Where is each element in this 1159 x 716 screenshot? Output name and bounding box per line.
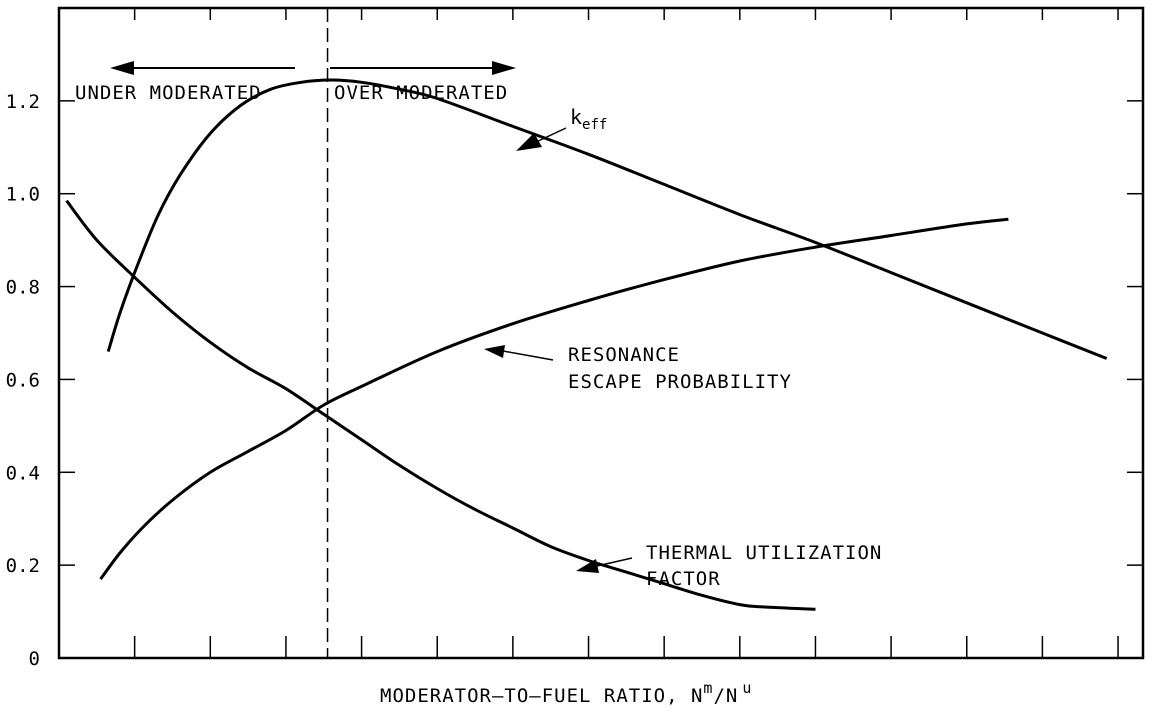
thermal-label-line1: THERMAL UTILIZATION <box>646 542 882 564</box>
y-tick-label: 0 <box>29 648 40 670</box>
resonance-escape-probability-curve <box>99 217 1009 580</box>
resonance-annotation: RESONANCE ESCAPE PROBABILITY <box>484 344 792 393</box>
over-moderated-arrowhead <box>492 61 516 75</box>
keff-label-sub: eff <box>582 117 607 133</box>
keff-curve <box>106 78 1108 360</box>
axis-ticks <box>59 8 1143 658</box>
thermal-pointer-arrowhead <box>576 559 599 573</box>
resonance-pointer-arrowhead <box>484 345 505 358</box>
thermal-utilization-factor-curve <box>65 199 816 611</box>
x-axis-label-sup2: u <box>742 679 752 697</box>
keff-annotation: keff <box>516 105 607 151</box>
resonance-pointer-line <box>502 350 554 361</box>
resonance-label-line2: ESCAPE PROBABILITY <box>568 371 792 393</box>
y-tick-labels: 0 0.2 0.4 0.6 0.8 1.0 1.2 <box>6 91 40 670</box>
thermal-pointer-line <box>596 557 633 567</box>
resonance-label-line1: RESONANCE <box>568 344 680 366</box>
keff-label-main: k <box>570 105 582 129</box>
y-tick-label: 0.2 <box>6 555 40 577</box>
thermal-annotation: THERMAL UTILIZATION FACTOR <box>576 542 882 590</box>
keff-label: keff <box>570 105 607 133</box>
under-moderated-arrowhead <box>110 61 134 75</box>
keff-pointer-arrowhead <box>516 133 542 151</box>
under-moderated-label: UNDER MODERATED <box>75 82 262 104</box>
x-axis-label-main: MODERATOR–TO–FUEL RATIO, N <box>380 685 703 707</box>
series-lines <box>65 78 1108 611</box>
y-tick-label: 1.2 <box>6 91 40 113</box>
y-tick-label: 0.4 <box>6 462 40 484</box>
y-tick-label: 1.0 <box>6 184 40 206</box>
plot-frame <box>57 6 1145 660</box>
thermal-label-line2: FACTOR <box>646 568 721 590</box>
x-axis-label-sup1: m <box>703 679 713 697</box>
x-axis-label-mid: /N <box>713 685 738 707</box>
y-tick-label: 0.8 <box>6 277 40 299</box>
y-tick-label: 0.6 <box>6 369 40 391</box>
x-axis-label: MODERATOR–TO–FUEL RATIO, Nm/N u <box>380 679 752 707</box>
keff-pointer-line <box>533 127 567 144</box>
